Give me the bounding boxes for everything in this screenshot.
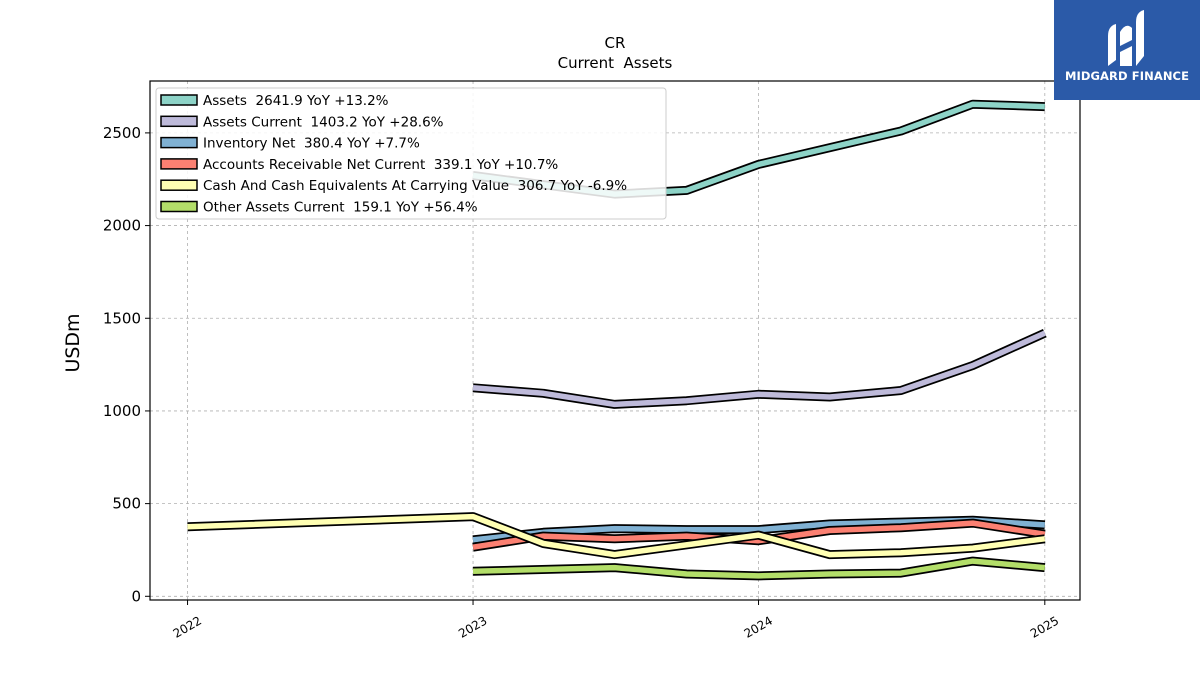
legend-entry: Cash And Cash Equivalents At Carrying Va… bbox=[203, 178, 627, 194]
legend-entry: Accounts Receivable Net Current 339.1 Yo… bbox=[203, 157, 558, 173]
x-tick-label: 2023 bbox=[456, 613, 489, 640]
legend-frame bbox=[155, 87, 667, 220]
series-line-5 bbox=[187, 512, 1046, 560]
y-tick-label: 2000 bbox=[103, 217, 141, 235]
series-line-2 bbox=[472, 328, 1047, 409]
y-tick-label: 1000 bbox=[103, 402, 141, 420]
legend-swatch bbox=[160, 115, 198, 128]
chart-subtitle: Current Assets bbox=[558, 54, 673, 72]
legend-entry: Assets 2641.9 YoY +13.2% bbox=[203, 93, 389, 109]
series-stroke bbox=[187, 513, 1046, 558]
legend-entry: Assets Current 1403.2 YoY +28.6% bbox=[203, 114, 444, 130]
legend: Assets 2641.9 YoY +13.2% Assets Current 1… bbox=[155, 87, 667, 220]
series-line-4 bbox=[472, 518, 1046, 552]
legend-swatch bbox=[160, 158, 198, 170]
x-tick-label: 2022 bbox=[171, 613, 204, 640]
x-tick-label: 2025 bbox=[1028, 613, 1061, 640]
y-tick-label: 500 bbox=[112, 495, 141, 513]
x-tick-label: 2024 bbox=[742, 613, 775, 640]
legend-entry: Inventory Net 380.4 YoY +7.7% bbox=[203, 136, 420, 152]
legend-entry: Other Assets Current 159.1 YoY +56.4% bbox=[203, 200, 478, 216]
legend-swatch bbox=[160, 94, 198, 106]
plot-area-frame bbox=[149, 80, 1081, 601]
y-tick-label: 1500 bbox=[103, 309, 141, 327]
brand-name: MIDGARD FINANCE bbox=[1064, 69, 1190, 83]
brand-logo: MIDGARD FINANCE bbox=[1054, 0, 1200, 100]
y-tick-label: 0 bbox=[131, 587, 141, 605]
legend-swatch bbox=[160, 136, 198, 149]
y-tick-label: 2500 bbox=[103, 124, 141, 142]
series-stroke bbox=[472, 330, 1046, 408]
y-axis-label: USDm bbox=[62, 313, 84, 372]
legend-swatch bbox=[160, 179, 198, 191]
series-line-6 bbox=[472, 556, 1046, 581]
chart-title: CR bbox=[605, 34, 626, 52]
series-layer bbox=[187, 99, 1047, 581]
brand-mark-icon bbox=[1108, 10, 1144, 66]
series-stroke bbox=[472, 558, 1046, 579]
legend-swatch bbox=[160, 200, 198, 213]
series-stroke bbox=[472, 520, 1046, 550]
